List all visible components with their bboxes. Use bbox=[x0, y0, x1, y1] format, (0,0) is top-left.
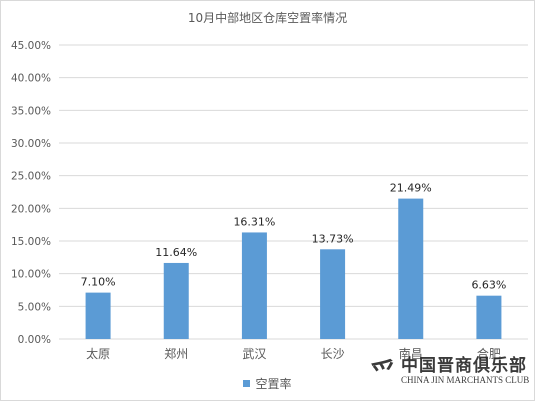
data-label: 16.31% bbox=[233, 215, 275, 228]
bar bbox=[85, 292, 111, 339]
x-tick-label: 合肥 bbox=[477, 346, 501, 361]
data-label: 21.49% bbox=[390, 182, 432, 195]
legend-swatch bbox=[243, 380, 251, 387]
bar bbox=[163, 262, 189, 339]
bar bbox=[398, 198, 424, 339]
y-tick-label: 40.00% bbox=[11, 73, 51, 85]
bar bbox=[320, 249, 346, 339]
data-label: 13.73% bbox=[312, 232, 354, 245]
x-tick-label: 郑州 bbox=[164, 346, 188, 361]
legend: 空置率 bbox=[1, 375, 534, 392]
x-tick-label: 长沙 bbox=[321, 347, 345, 361]
y-tick-label: 25.00% bbox=[11, 171, 51, 183]
x-tick-label: 太原 bbox=[86, 346, 110, 361]
chart-title: 10月中部地区仓库空置率情况 bbox=[187, 11, 348, 25]
watermark-chinese-text: 中国晋商俱乐部 bbox=[401, 356, 527, 376]
y-tick-label: 15.00% bbox=[11, 236, 51, 248]
data-label: 11.64% bbox=[155, 246, 197, 259]
watermark-logo: 爫 中国晋商俱乐部 CHINA JIN MARCHANTS CLUB bbox=[369, 349, 531, 393]
bar bbox=[241, 232, 267, 339]
watermark-english-text: CHINA JIN MARCHANTS CLUB bbox=[401, 375, 530, 385]
watermark-emblem: 爫 bbox=[369, 357, 400, 391]
x-tick-label: 武汉 bbox=[242, 347, 266, 361]
y-tick-label: 35.00% bbox=[11, 105, 51, 117]
data-label: 6.63% bbox=[471, 279, 506, 292]
y-tick-label: 45.00% bbox=[11, 40, 51, 52]
y-tick-label: 0.00% bbox=[18, 334, 51, 346]
y-tick-label: 5.00% bbox=[18, 301, 51, 313]
y-tick-label: 20.00% bbox=[11, 203, 51, 215]
bar bbox=[476, 295, 502, 339]
x-tick-label: 南昌 bbox=[399, 346, 423, 361]
legend-label: 空置率 bbox=[255, 377, 292, 391]
y-tick-label: 10.00% bbox=[11, 269, 51, 281]
data-label: 7.10% bbox=[81, 276, 116, 289]
y-tick-label: 30.00% bbox=[11, 138, 51, 150]
